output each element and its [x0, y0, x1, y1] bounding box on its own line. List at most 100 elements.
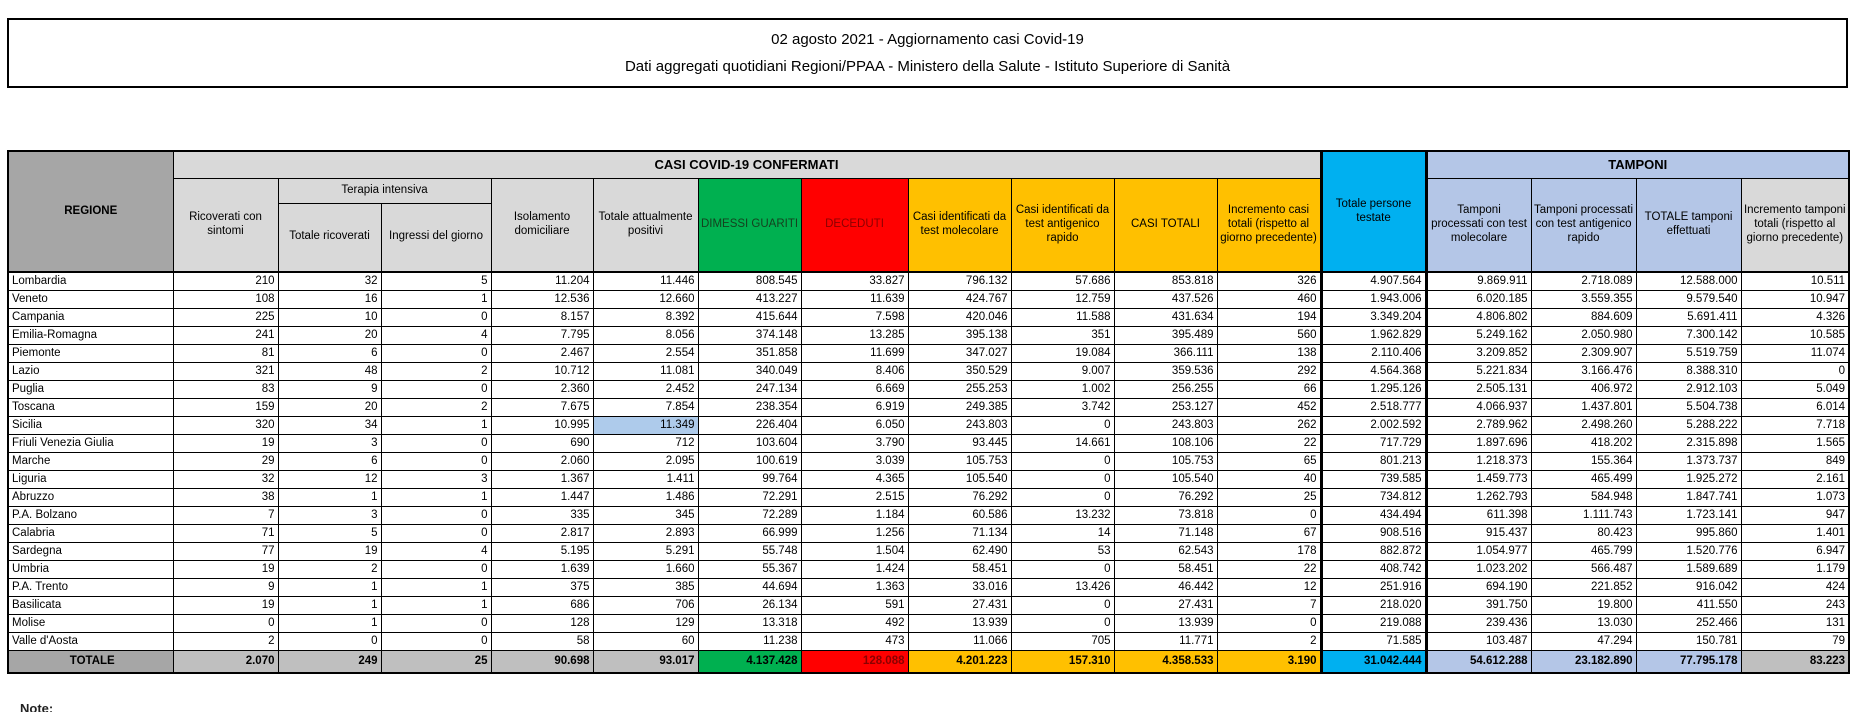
value-cell: 7	[172, 505, 279, 525]
value-cell: 882.872	[1319, 541, 1428, 561]
value-cell: 415.644	[697, 307, 802, 327]
value-cell: 60	[592, 631, 699, 651]
value-cell: 4.358.533	[1113, 649, 1218, 674]
value-cell: 1.565	[1740, 433, 1850, 453]
value-cell: 7.795	[490, 325, 594, 345]
footer-note: Note:	[20, 701, 54, 712]
value-cell: 0	[1010, 451, 1115, 471]
value-cell: 32	[277, 271, 382, 291]
region-cell: Calabria	[7, 523, 174, 543]
value-cell: 359.536	[1113, 361, 1218, 381]
value-cell: 2.002.592	[1319, 415, 1428, 435]
value-cell: 1.486	[592, 487, 699, 507]
value-cell: 395.138	[907, 325, 1012, 345]
value-cell: 76.292	[907, 487, 1012, 507]
value-cell: 9	[277, 379, 382, 399]
value-cell: 239.436	[1425, 613, 1532, 633]
value-cell: 6	[277, 451, 382, 471]
value-cell: 0	[1216, 613, 1322, 633]
value-cell: 72.291	[697, 487, 802, 507]
col-header-terapia-intensiva: Terapia intensiva	[277, 177, 492, 204]
col-header-dimessi-guariti: DIMESSI GUARITI	[697, 177, 802, 273]
value-cell: 1.424	[800, 559, 909, 579]
value-cell: 1.411	[592, 469, 699, 489]
value-cell: 465.799	[1530, 541, 1637, 561]
value-cell: 58	[490, 631, 594, 651]
value-cell: 4.137.428	[697, 649, 802, 674]
table-row: Piemonte 81 6 0 2.467 2.554 351.858 11.699 347.0…	[7, 343, 1850, 363]
value-cell: 0	[1010, 595, 1115, 615]
value-cell: 62.490	[907, 541, 1012, 561]
value-cell: 2.893	[592, 523, 699, 543]
value-cell: 13.030	[1530, 613, 1637, 633]
value-cell: 1	[380, 595, 492, 615]
value-cell: 0	[380, 343, 492, 363]
value-cell: 225	[172, 307, 279, 327]
value-cell: 6.919	[800, 397, 909, 417]
value-cell: 2.315.898	[1635, 433, 1742, 453]
value-cell: 4.365	[800, 469, 909, 489]
value-cell: 8.392	[592, 307, 699, 327]
table-row: Liguria 32 12 3 1.367 1.411 99.764 4.365 105.540…	[7, 469, 1850, 489]
value-cell: 0	[1010, 469, 1115, 489]
value-cell: 38	[172, 487, 279, 507]
value-cell: 105.753	[1113, 451, 1218, 471]
value-cell: 83	[172, 379, 279, 399]
value-cell: 366.111	[1113, 343, 1218, 363]
value-cell: 20	[277, 397, 382, 417]
col-header-ti-totale: Totale ricoverati	[277, 202, 382, 273]
value-cell: 734.812	[1319, 487, 1428, 507]
value-cell: 492	[800, 613, 909, 633]
value-cell: 19.084	[1010, 343, 1115, 363]
value-cell: 1.002	[1010, 379, 1115, 399]
value-cell: 13.939	[1113, 613, 1218, 633]
value-cell: 739.585	[1319, 469, 1428, 489]
value-cell: 72.289	[697, 505, 802, 525]
value-cell: 3	[277, 505, 382, 525]
table-row: Campania 225 10 0 8.157 8.392 415.644 7.598 420.…	[7, 307, 1850, 327]
value-cell: 4.326	[1740, 307, 1850, 327]
value-cell: 62.543	[1113, 541, 1218, 561]
value-cell: 1.295.126	[1319, 379, 1428, 399]
value-cell: 9.579.540	[1635, 289, 1742, 309]
value-cell: 255.253	[907, 379, 1012, 399]
region-cell: Marche	[7, 451, 174, 471]
value-cell: 374.148	[697, 325, 802, 345]
value-cell: 11.349	[592, 415, 699, 435]
value-cell: 19	[172, 595, 279, 615]
value-cell: 11.074	[1740, 343, 1850, 363]
table-row: Lazio 321 48 2 10.712 11.081 340.049 8.406 350.5…	[7, 361, 1850, 381]
value-cell: 5.049	[1740, 379, 1850, 399]
col-header-ricoverati: Ricoverati con sintomi	[172, 177, 279, 273]
region-cell: Abruzzo	[7, 487, 174, 507]
value-cell: 46.442	[1113, 577, 1218, 597]
value-cell: 155.364	[1530, 451, 1637, 471]
value-cell: 326	[1216, 271, 1322, 291]
col-header-casi-molecolare: Casi identificati da test molecolare	[907, 177, 1012, 273]
col-header-incremento-casi: Incremento casi totali (rispetto al gior…	[1216, 177, 1322, 273]
value-cell: 5	[380, 271, 492, 291]
value-cell: 335	[490, 505, 594, 525]
value-cell: 0	[380, 559, 492, 579]
value-cell: 1.943.006	[1319, 289, 1428, 309]
value-cell: 2.050.980	[1530, 325, 1637, 345]
col-header-isolamento: Isolamento domiciliare	[490, 177, 594, 273]
value-cell: 2	[380, 361, 492, 381]
value-cell: 6.014	[1740, 397, 1850, 417]
value-cell: 243.803	[907, 415, 1012, 435]
value-cell: 5.221.834	[1425, 361, 1532, 381]
value-cell: 12	[277, 469, 382, 489]
value-cell: 1.520.776	[1635, 541, 1742, 561]
value-cell: 1	[277, 487, 382, 507]
value-cell: 434.494	[1319, 505, 1428, 525]
value-cell: 14	[1010, 523, 1115, 543]
value-cell: 0	[380, 613, 492, 633]
value-cell: 4.907.564	[1319, 271, 1428, 291]
value-cell: 2	[277, 559, 382, 579]
value-cell: 27.431	[1113, 595, 1218, 615]
value-cell: 413.227	[697, 289, 802, 309]
value-cell: 243	[1740, 595, 1850, 615]
value-cell: 431.634	[1113, 307, 1218, 327]
value-cell: 2.817	[490, 523, 594, 543]
value-cell: 108.106	[1113, 433, 1218, 453]
